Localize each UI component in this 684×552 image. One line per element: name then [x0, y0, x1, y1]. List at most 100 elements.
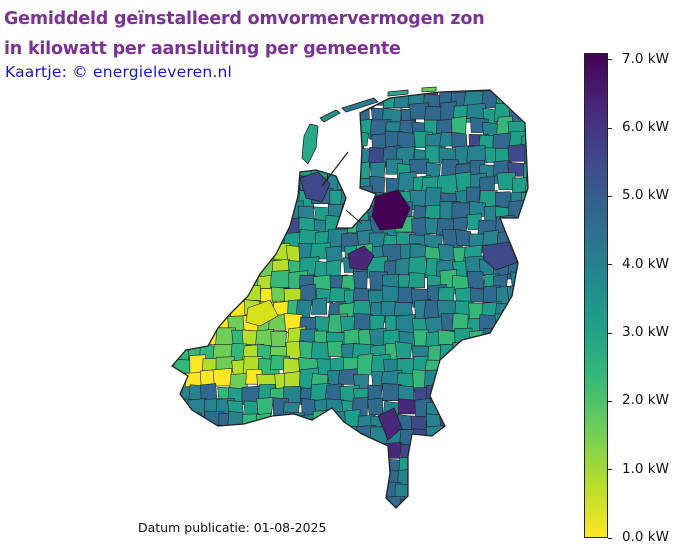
- municipality-cell: [438, 444, 455, 461]
- municipality-cell: [439, 453, 459, 472]
- municipality-cell: [198, 145, 220, 164]
- municipality-cell: [326, 442, 344, 458]
- municipality-cell: [351, 470, 373, 487]
- island-terschelling: [341, 97, 379, 113]
- municipality-cell: [172, 286, 180, 302]
- municipality-cell: [259, 189, 280, 209]
- municipality-cell: [536, 497, 540, 513]
- municipality-cell: [215, 122, 232, 142]
- municipality-cell: [480, 399, 503, 415]
- colorbar-tick-label: 0.0 kW: [622, 529, 669, 545]
- municipality-cell: [509, 346, 528, 366]
- municipality-cell: [526, 416, 528, 437]
- municipality-cell: [243, 425, 266, 444]
- municipality-cell: [271, 90, 289, 97]
- municipality-cell: [218, 451, 236, 471]
- municipality-cell: [509, 385, 528, 402]
- municipality-cell: [218, 135, 234, 152]
- municipality-cell: [172, 428, 181, 448]
- municipality-cell: [465, 453, 485, 474]
- municipality-cell: [188, 171, 206, 189]
- municipality-cell: [214, 509, 234, 518]
- municipality-cell: [538, 246, 540, 262]
- municipality-cell: [188, 119, 205, 140]
- municipality-cell: [186, 107, 202, 124]
- municipality-cell: [175, 511, 193, 518]
- municipality-cell: [452, 373, 472, 393]
- publication-date: Datum publicatie: 01-08-2025: [138, 520, 327, 535]
- municipality-cell: [270, 437, 292, 456]
- municipality-cell: [201, 201, 221, 219]
- municipality-cell: [355, 457, 374, 478]
- municipality-cell: [440, 386, 459, 404]
- municipality-cell: [254, 90, 274, 96]
- municipality-cell: [218, 148, 234, 170]
- municipality-cell: [185, 159, 204, 176]
- municipality-cell: [272, 90, 290, 107]
- municipality-cell: [327, 340, 344, 357]
- municipality-cell: [174, 413, 191, 433]
- municipality-cell: [187, 246, 206, 265]
- municipality-cell: [216, 104, 239, 124]
- municipality-cell: [172, 486, 193, 504]
- municipality-cell: [172, 470, 191, 488]
- municipality-cell: [505, 90, 525, 93]
- municipality-cell: [202, 91, 221, 111]
- municipality-cell: [369, 314, 386, 331]
- municipality-cell: [539, 206, 540, 224]
- municipality-cell: [524, 423, 528, 441]
- municipality-cell: [495, 439, 518, 457]
- municipality-cell: [508, 424, 528, 441]
- municipality-cell: [300, 507, 318, 508]
- municipality-cell: [524, 201, 528, 222]
- municipality-cell: [328, 429, 347, 447]
- municipality-cell: [175, 244, 191, 262]
- municipality-cell: [287, 105, 308, 126]
- municipality-cell: [300, 90, 317, 92]
- municipality-cell: [536, 456, 540, 472]
- municipality-cell: [366, 442, 385, 462]
- municipality-cell: [285, 468, 307, 487]
- municipality-cell: [526, 314, 528, 330]
- municipality-cell: [495, 482, 515, 501]
- municipality-cell: [511, 372, 528, 392]
- municipality-cell: [482, 471, 502, 492]
- municipality-cell: [385, 90, 402, 91]
- municipality-cell: [218, 231, 237, 247]
- municipality-cell: [466, 270, 485, 289]
- municipality-cell: [200, 513, 216, 518]
- island-texel: [301, 123, 319, 165]
- municipality-cell: [436, 370, 454, 388]
- municipality-cell: [340, 203, 362, 221]
- municipality-cell: [185, 427, 202, 448]
- municipality-cell: [423, 510, 443, 518]
- municipality-cell: [505, 484, 523, 504]
- municipality-cell: [412, 497, 432, 508]
- municipality-cell: [366, 481, 385, 499]
- municipality-cell: [386, 495, 407, 508]
- municipality-cell: [172, 442, 178, 460]
- municipality-cell: [523, 451, 528, 470]
- municipality-cell: [524, 499, 528, 508]
- municipality-cell: [326, 471, 346, 488]
- municipality-cell: [226, 472, 244, 490]
- municipality-cell: [538, 316, 540, 335]
- municipality-cell: [439, 428, 456, 449]
- municipality-cell: [172, 259, 181, 281]
- municipality-cell: [246, 175, 263, 195]
- municipality-cell: [523, 384, 528, 405]
- municipality-cell: [259, 472, 282, 488]
- municipality-cell: [492, 510, 509, 518]
- municipality-cell: [202, 443, 224, 460]
- municipality-cell: [189, 439, 208, 457]
- municipality-cell: [482, 341, 503, 360]
- municipality-cell: [172, 304, 177, 325]
- municipality-cell: [256, 146, 273, 166]
- municipality-cell: [311, 429, 331, 448]
- municipality-cell: [355, 482, 376, 503]
- municipality-cell: [172, 494, 178, 508]
- municipality-cell: [339, 120, 362, 137]
- municipality-cell: [525, 119, 528, 142]
- municipality-cell: [409, 458, 430, 475]
- municipality-cell: [172, 399, 178, 419]
